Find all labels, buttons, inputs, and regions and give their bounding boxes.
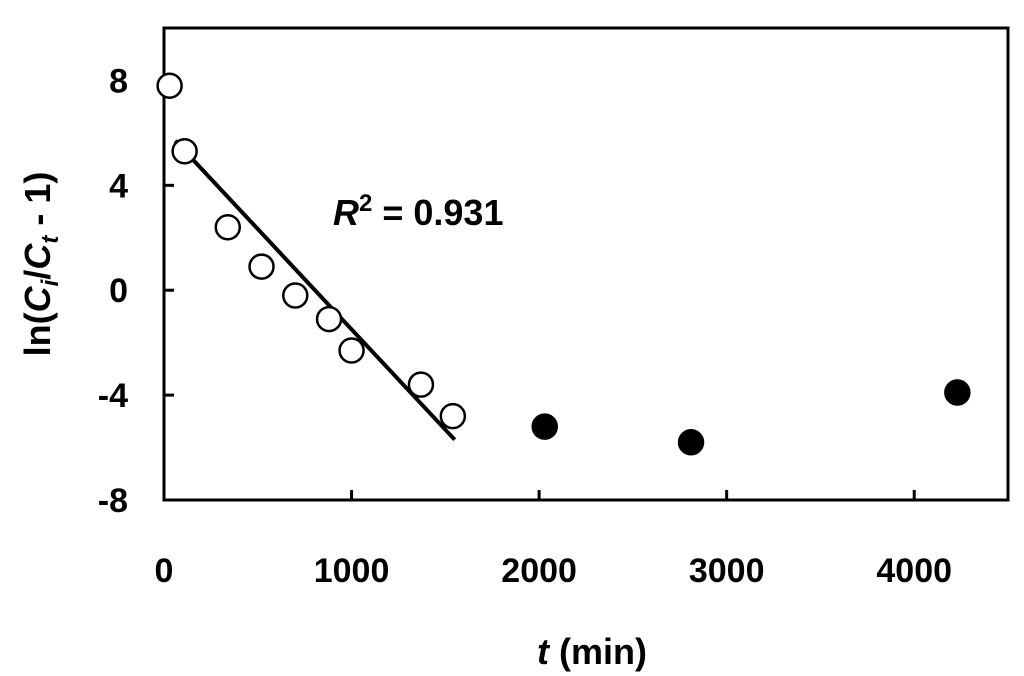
y-label-sub2: t bbox=[37, 235, 64, 244]
y-label-c2: C bbox=[17, 243, 58, 270]
x-tick-label: 2000 bbox=[501, 552, 577, 590]
annotation-r-squared: R2 = 0.931 bbox=[333, 190, 503, 233]
fit-line bbox=[173, 139, 457, 442]
x-tick-label: 0 bbox=[155, 552, 174, 590]
y-tick-label: -4 bbox=[98, 377, 128, 415]
data-marks bbox=[156, 72, 971, 456]
data-point-filled bbox=[531, 413, 558, 440]
y-label-sub1: i bbox=[37, 278, 64, 286]
x-tick-label: 1000 bbox=[314, 552, 390, 590]
data-point-open bbox=[156, 72, 183, 99]
annotation-r: R bbox=[333, 192, 359, 233]
data-point-filled bbox=[944, 379, 971, 406]
y-tick-label: 8 bbox=[109, 62, 128, 100]
annotation-sup: 2 bbox=[359, 190, 372, 217]
annotation-value: = 0.931 bbox=[372, 192, 503, 233]
y-label-slash: / bbox=[17, 270, 58, 280]
y-ticks: 8 4 0 -4 -8 bbox=[98, 62, 174, 520]
data-point-open bbox=[439, 402, 467, 430]
y-axis-label: ln(Ci/Ct - 1) bbox=[17, 172, 64, 357]
y-tick-label: -8 bbox=[98, 482, 128, 520]
x-ticks: 0 1000 2000 3000 4000 bbox=[155, 490, 952, 590]
data-point-filled bbox=[677, 429, 705, 456]
data-point-open bbox=[338, 337, 365, 364]
x-axis-label: t (min) bbox=[537, 631, 647, 672]
x-tick-label: 4000 bbox=[876, 552, 952, 590]
plot-frame bbox=[162, 26, 1010, 502]
data-point-open bbox=[171, 137, 198, 165]
y-label-c1: C bbox=[17, 285, 58, 312]
data-point-open bbox=[214, 214, 242, 241]
data-point-open bbox=[315, 305, 343, 333]
x-axis-label-t: t bbox=[537, 631, 551, 672]
x-axis-label-unit: (min) bbox=[549, 631, 647, 672]
x-tick-label: 3000 bbox=[689, 552, 765, 590]
data-point-open bbox=[282, 282, 309, 309]
data-point-open bbox=[407, 371, 435, 398]
y-label-post: - 1) bbox=[17, 172, 58, 236]
y-tick-label: 4 bbox=[109, 167, 128, 205]
y-tick-label: 0 bbox=[109, 272, 128, 310]
y-label-pre: ln( bbox=[17, 312, 58, 356]
data-point-open bbox=[248, 253, 275, 280]
